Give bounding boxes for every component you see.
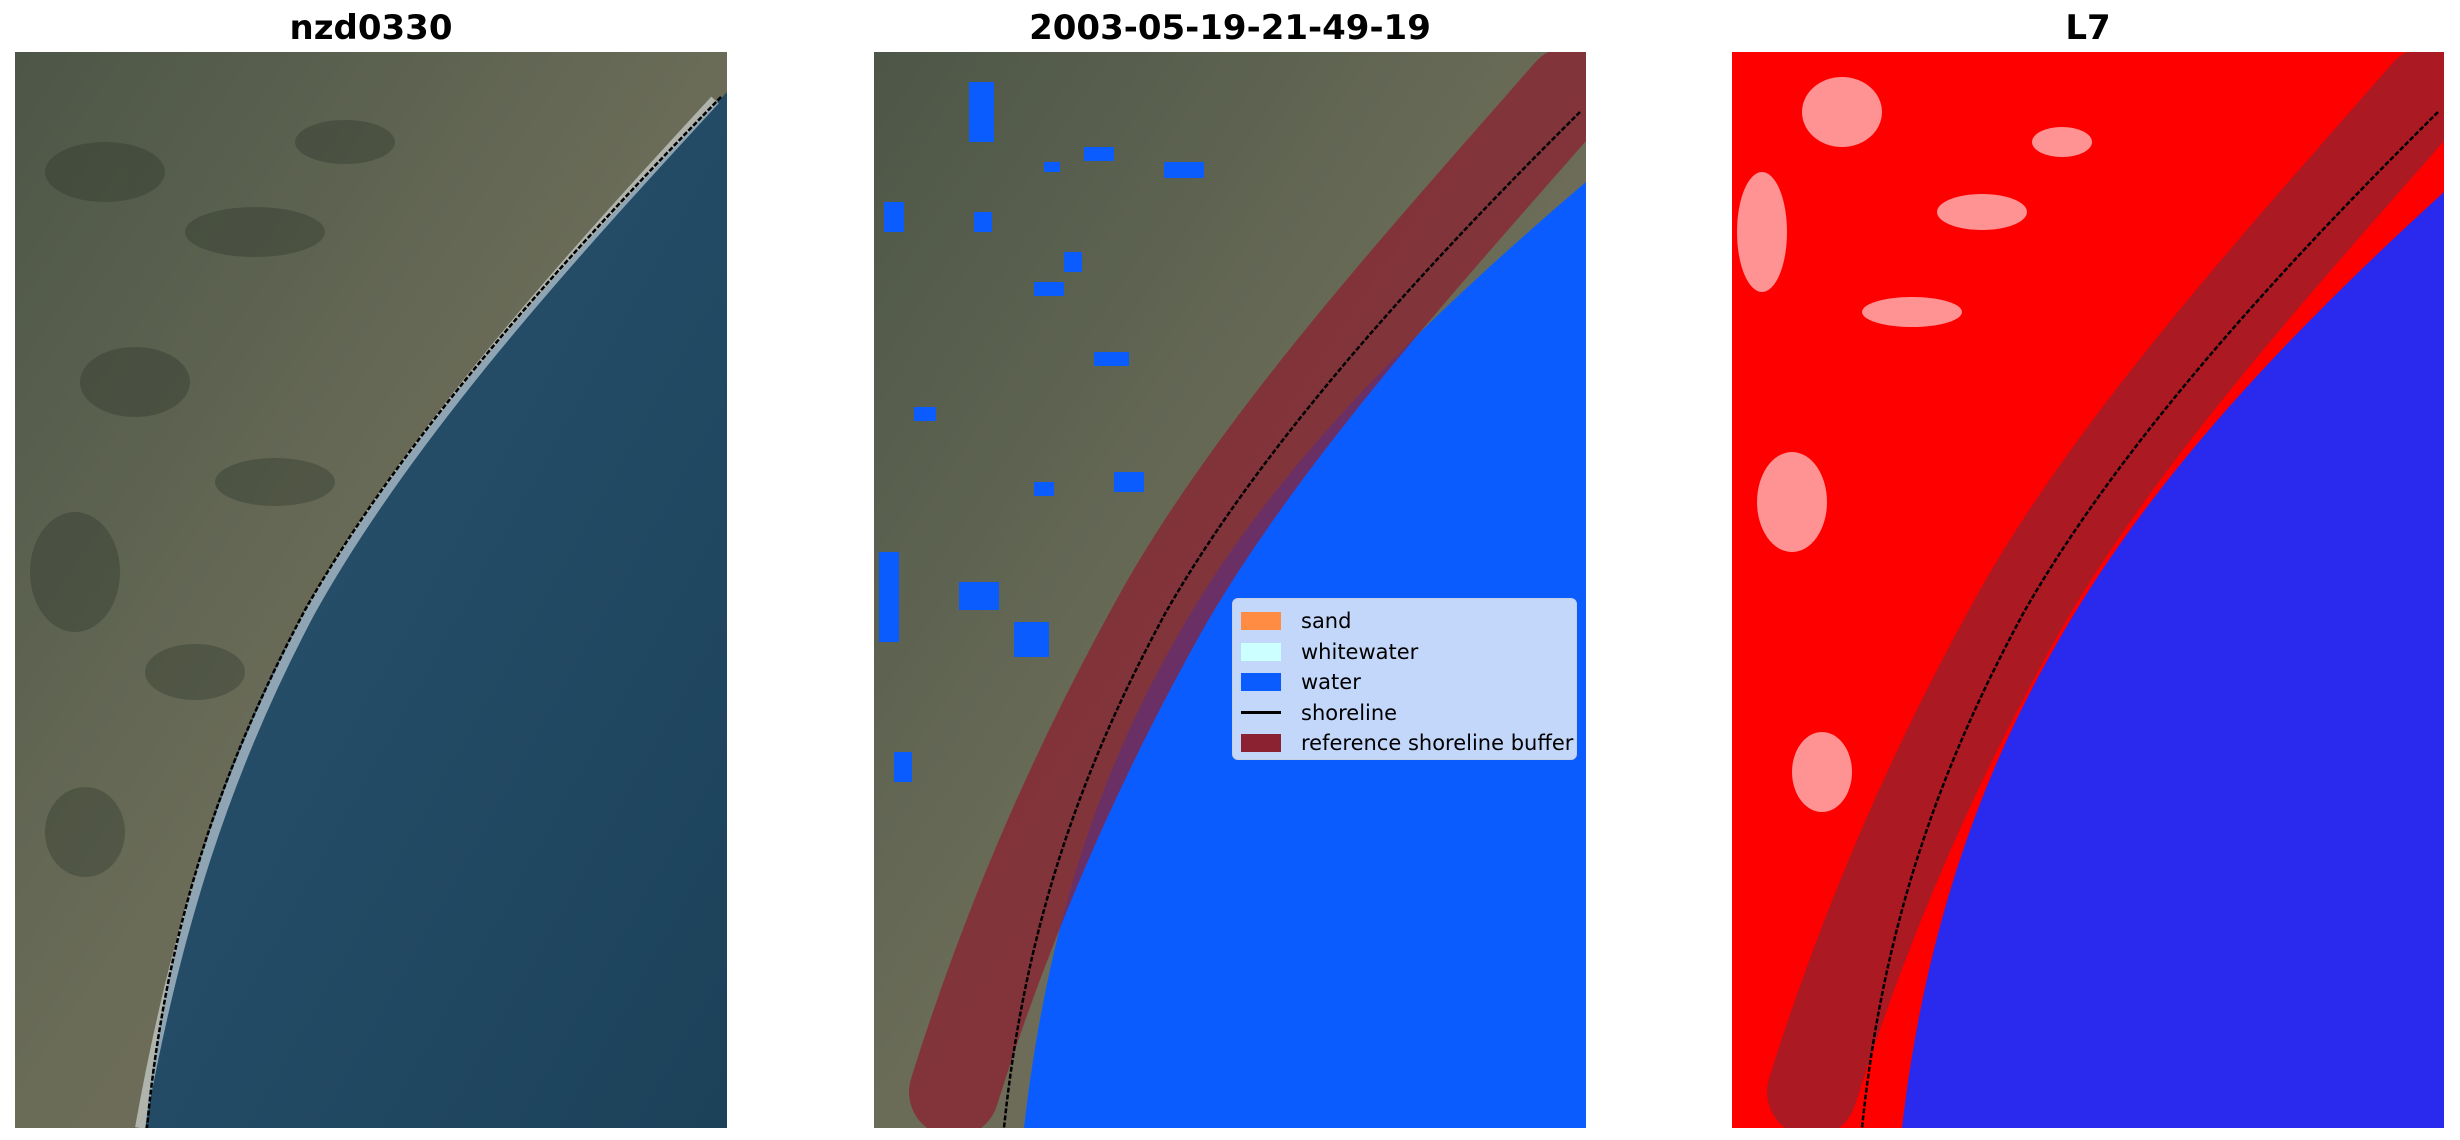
legend: sand whitewater water shoreline referenc… [1232, 598, 1577, 760]
panel-classification: 2003-05-19-21-49-19 [874, 0, 1586, 1140]
panel-title-index: L7 [2065, 8, 2111, 48]
terrain-shadows [30, 120, 395, 877]
panel-title-rgb: nzd0330 [289, 8, 453, 48]
legend-swatch-whitewater [1241, 642, 1281, 661]
surf-zone [135, 96, 719, 1128]
shoreline [145, 96, 722, 1128]
legend-item-water: water [1233, 667, 1576, 698]
land-highlights [1737, 77, 2092, 812]
legend-label: sand [1301, 609, 1352, 634]
rgb-image [15, 52, 727, 1128]
water-pixels-inland [879, 82, 1204, 782]
legend-swatch-shoreline [1241, 711, 1281, 715]
shoreline [1860, 111, 2439, 1128]
water-index-area [1902, 192, 2444, 1128]
legend-item-buffer: reference shoreline buffer [1233, 728, 1576, 759]
classified-image [874, 52, 1586, 1128]
legend-item-shoreline: shoreline [1233, 698, 1576, 729]
reference-shoreline-buffer [1767, 52, 2444, 1128]
panel-title-classification: 2003-05-19-21-49-19 [1029, 8, 1431, 48]
legend-item-sand: sand [1233, 606, 1576, 637]
legend-swatch-sand [1241, 612, 1281, 631]
legend-swatch-buffer [1241, 734, 1281, 753]
legend-label: whitewater [1301, 639, 1419, 664]
legend-label: water [1301, 670, 1361, 695]
legend-label: shoreline [1301, 700, 1398, 725]
legend-swatch-water [1241, 673, 1281, 692]
legend-item-whitewater: whitewater [1233, 637, 1576, 668]
legend-label: reference shoreline buffer [1301, 731, 1574, 756]
panel-rgb: nzd0330 [15, 0, 727, 1140]
reference-shoreline-buffer [909, 52, 1586, 1128]
index-image [1732, 52, 2444, 1128]
panel-index: L7 [1732, 0, 2444, 1140]
sea-area [145, 92, 727, 1128]
shoreline [1002, 111, 1581, 1128]
